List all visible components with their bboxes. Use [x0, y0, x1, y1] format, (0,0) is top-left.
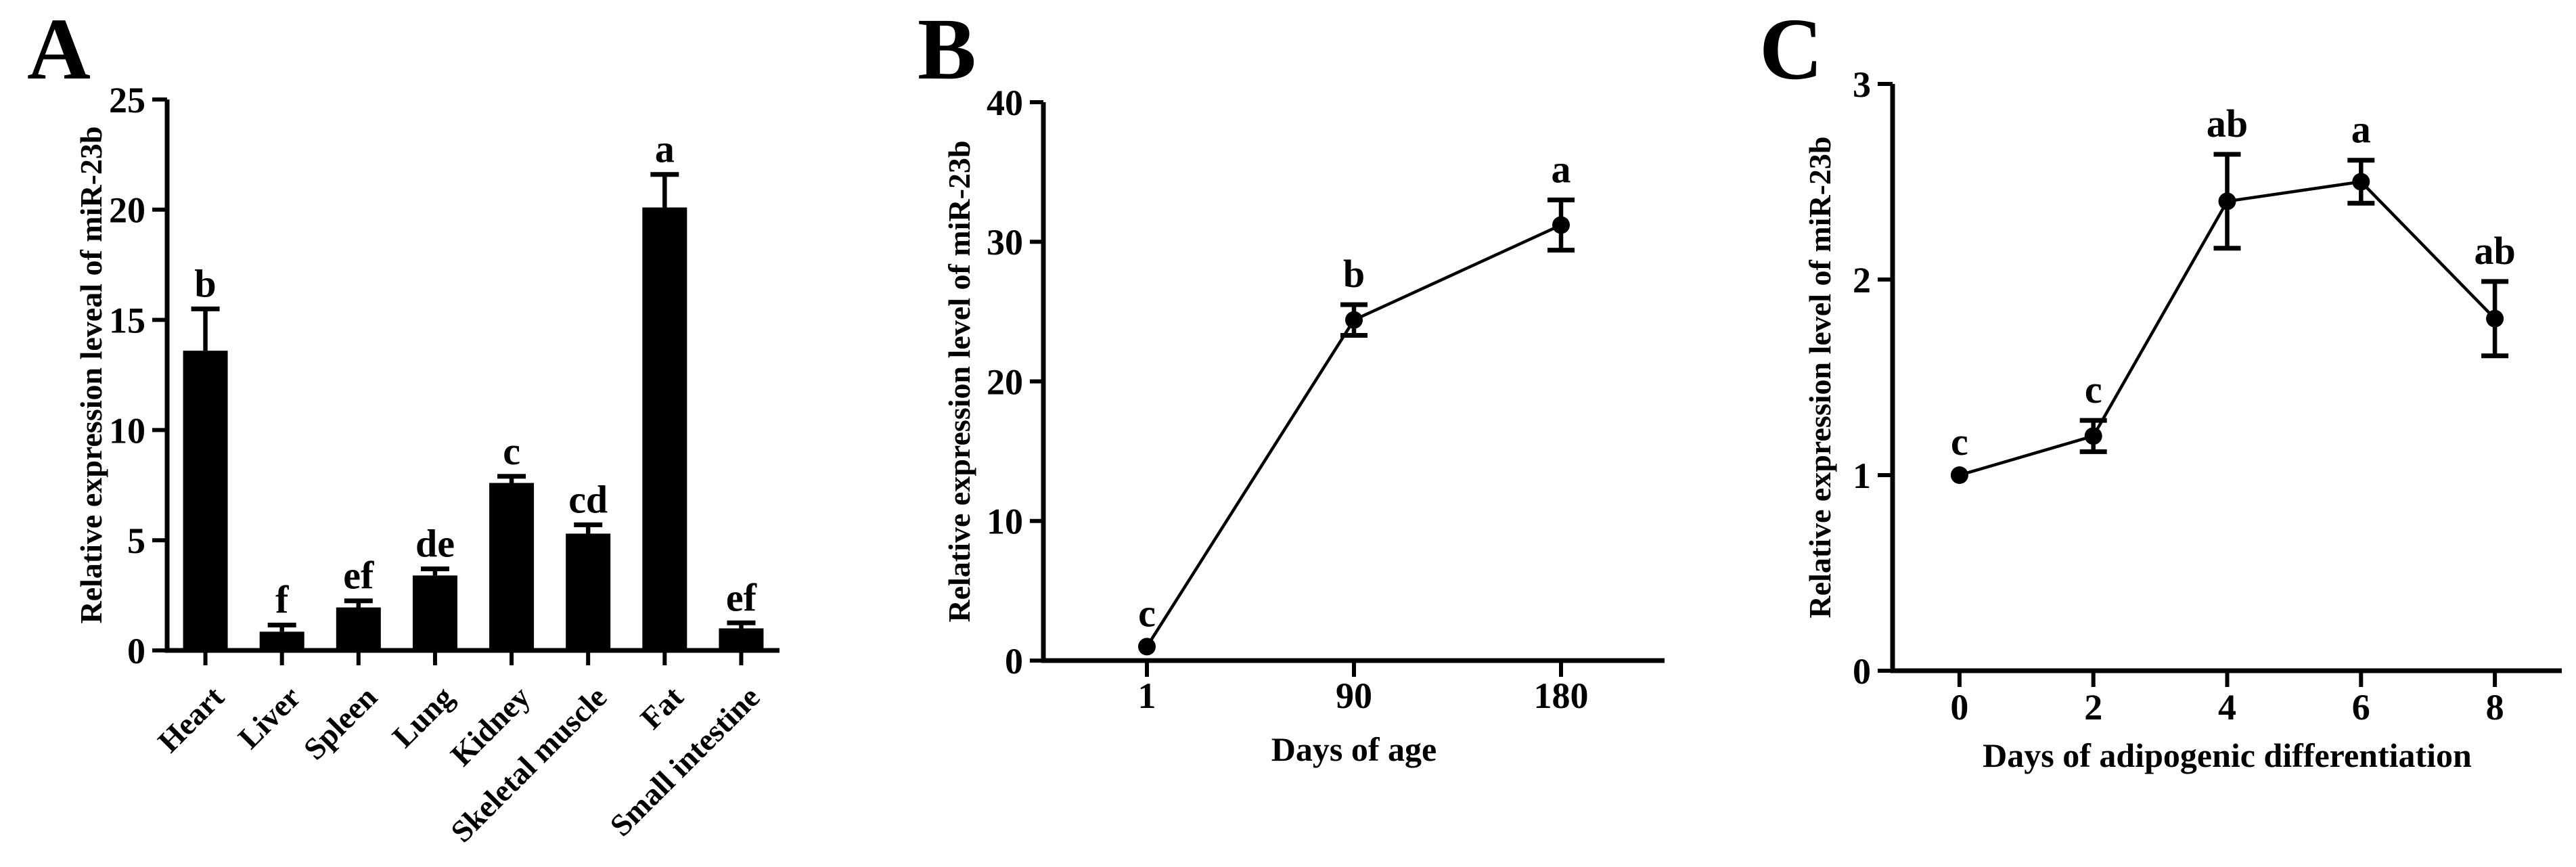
significance-letter: b [194, 261, 216, 305]
data-point [2084, 427, 2102, 445]
y-tick-label: 20 [987, 361, 1023, 402]
x-tick-label: 180 [1534, 675, 1589, 716]
x-category-label: Heart [151, 680, 231, 759]
significance-letter: a [2351, 108, 2371, 152]
data-point [2218, 192, 2236, 210]
significance-letter: c [2085, 368, 2102, 412]
x-tick-label: 1 [1138, 675, 1156, 716]
y-tick-label: 3 [1853, 64, 1871, 105]
x-tick-label: 2 [2084, 687, 2102, 728]
data-point [1552, 216, 1570, 234]
y-tick-label: 15 [109, 301, 145, 341]
significance-letter: c [1138, 591, 1156, 635]
y-axis-title: Relative expression leveal of miR-23b [74, 126, 108, 623]
data-point [2352, 173, 2370, 191]
y-axis-title: Relative expression level of miR-23b [942, 140, 976, 622]
panel-b-age-line-chart: B c b a 1 90 180 Days of age 0 10 20 30 40 Relative … [880, 0, 1730, 867]
panel-a-label: A [27, 1, 91, 98]
significance-letter: b [1343, 252, 1365, 296]
line-chart-mir23b-adipogenic-differentiation: c c ab a ab 0 2 4 6 8 Days of adipogenic different… [1803, 64, 2562, 774]
y-axis-title: Relative expression level of miR-23b [1803, 136, 1837, 618]
significance-letter: ab [2474, 229, 2515, 273]
bar-lung [412, 575, 457, 650]
x-axis-title: Days of adipogenic differentiation [1983, 736, 2472, 774]
y-tick-label: 10 [109, 410, 145, 451]
bar-heart [183, 351, 228, 650]
y-tick-label: 5 [127, 520, 145, 561]
bar-spleen [336, 607, 381, 650]
panel-c-label: C [1759, 1, 1823, 98]
bar-skeletal-muscle [566, 533, 611, 650]
significance-letter: a [655, 127, 675, 171]
y-tick-label: 0 [1853, 651, 1871, 692]
y-tick-label: 0 [127, 631, 145, 671]
bar-liver [259, 631, 304, 650]
x-tick-label: 6 [2352, 687, 2370, 728]
significance-letter: ef [343, 554, 374, 598]
line-chart-mir23b-days-of-age: c b a 1 90 180 Days of age 0 10 20 30 40 Relative ex… [942, 83, 1665, 768]
data-point [2486, 309, 2504, 328]
x-tick-label: 8 [2486, 687, 2504, 728]
y-tick-label: 1 [1853, 455, 1871, 496]
significance-letter: de [415, 522, 455, 566]
panel-b-label: B [918, 1, 976, 98]
bar-kidney [489, 483, 535, 650]
panel-c-differentiation-line-chart: C c c ab a ab 0 2 4 6 8 Days of adipogenic differe… [1730, 0, 2576, 867]
x-tick-label: 4 [2218, 687, 2236, 728]
x-category-label: Liver [231, 680, 307, 755]
y-tick-label: 40 [987, 83, 1023, 123]
x-category-label: Spleen [297, 680, 384, 766]
y-tick-label: 25 [109, 80, 145, 120]
significance-letter: c [1951, 420, 1968, 464]
significance-letter: a [1552, 147, 1571, 191]
y-tick-label: 30 [987, 222, 1023, 263]
x-tick-label: 0 [1950, 687, 1968, 728]
bar-fat [642, 207, 687, 650]
significance-letter: cd [568, 477, 608, 521]
panel-a-tissue-bar-chart: A b f ef de c cd a ef Heart Liver Spleen Lung Kidney… [0, 0, 880, 867]
significance-letter: ab [2207, 102, 2248, 146]
significance-letter: f [275, 578, 289, 622]
bar-small-intestine [719, 628, 764, 650]
data-point [1138, 638, 1156, 656]
significance-letter: ef [726, 575, 757, 619]
x-tick-label: 90 [1336, 675, 1372, 716]
significance-letter: c [503, 429, 520, 473]
data-point [1950, 466, 1968, 484]
y-tick-label: 2 [1853, 260, 1871, 301]
x-category-label: Fat [633, 680, 690, 736]
data-point [1345, 311, 1363, 329]
y-tick-label: 20 [109, 190, 145, 231]
y-tick-label: 0 [1005, 641, 1023, 682]
y-tick-label: 10 [987, 502, 1023, 542]
x-axis-title: Days of age [1271, 730, 1437, 768]
